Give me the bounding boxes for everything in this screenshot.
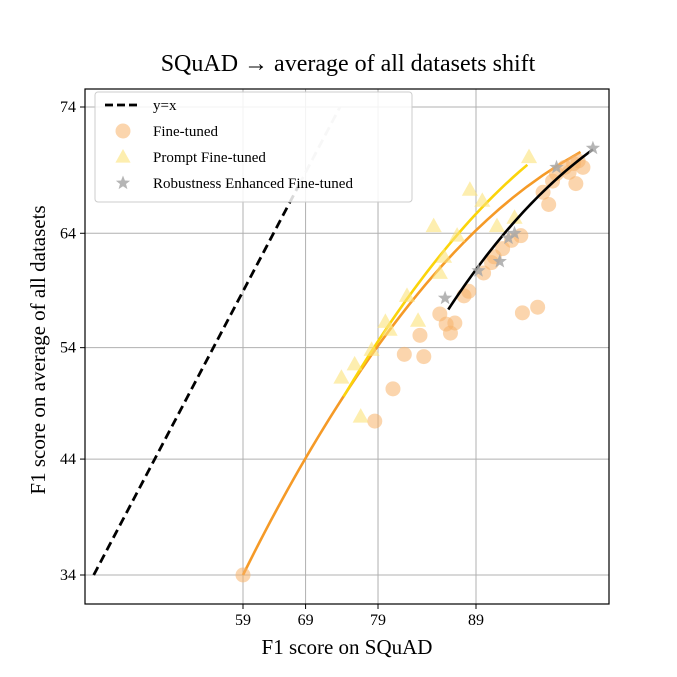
data-point-series-2	[549, 159, 564, 174]
data-point-series-1	[363, 341, 380, 356]
fit-line-series-2	[447, 148, 594, 311]
x-tick-label: 89	[468, 612, 484, 629]
data-point-series-0	[367, 413, 383, 429]
y-axis-label: F1 score on average of all datasets	[26, 205, 50, 494]
data-point-series-1	[488, 217, 506, 233]
data-point-series-2	[471, 263, 486, 277]
data-point-series-1	[449, 227, 466, 242]
data-point-series-1	[346, 355, 363, 371]
ticks: 59 69 79 89 34 44 54 64 74	[60, 99, 484, 629]
chart-title: SQuAD → average of all datasets shift	[161, 51, 536, 77]
data-point-series-0	[416, 349, 432, 365]
series-layer	[92, 106, 601, 583]
data-point-series-0	[461, 283, 477, 299]
legend: y=x Fine-tuned Prompt Fine-tuned Robustness…	[94, 91, 413, 203]
legend-swatch-marker	[115, 123, 131, 139]
y-tick-label: 64	[60, 225, 76, 242]
data-point-series-1	[431, 264, 448, 279]
data-point-series-0	[396, 346, 412, 362]
y-tick-label: 44	[60, 451, 76, 468]
data-point-series-2	[585, 140, 601, 155]
data-point-series-1	[435, 248, 453, 263]
series-1	[333, 148, 538, 423]
plot-frame	[84, 88, 610, 605]
data-point-series-2	[492, 253, 507, 268]
y-tick-label: 74	[60, 99, 76, 116]
legend-box	[94, 91, 413, 203]
data-point-series-1	[425, 217, 442, 233]
legend-entry-label: Prompt Fine-tuned	[153, 150, 266, 166]
series-0	[235, 150, 591, 583]
data-point-series-0	[447, 315, 463, 331]
fit-line-series-0	[241, 150, 582, 576]
data-point-series-1	[381, 321, 398, 336]
legend-entry-label: Robustness Enhanced Fine-tuned	[153, 176, 353, 192]
data-point-series-2	[507, 225, 522, 240]
data-point-series-0	[412, 327, 428, 343]
data-point-series-0	[385, 381, 401, 397]
data-point-series-1	[398, 287, 416, 302]
data-point-series-1	[506, 209, 523, 224]
data-point-series-0	[541, 196, 557, 212]
data-point-series-2	[501, 230, 516, 245]
data-point-series-0	[575, 159, 591, 175]
series-2	[437, 140, 601, 311]
legend-entry-label: Fine-tuned	[153, 124, 218, 140]
data-point-series-1	[520, 148, 538, 164]
data-point-series-2	[437, 290, 453, 305]
data-point-series-1	[474, 192, 491, 207]
x-tick-label: 79	[370, 612, 386, 629]
legend-entry-label: y=x	[153, 98, 177, 114]
data-point-series-0	[235, 567, 251, 583]
data-point-series-1	[333, 369, 350, 384]
x-tick-label: 59	[235, 612, 251, 629]
legend-swatch-marker	[115, 149, 131, 163]
data-point-series-0	[568, 176, 584, 192]
y-tick-label: 54	[60, 340, 76, 357]
legend-swatch-marker	[115, 175, 131, 190]
x-tick-label: 69	[298, 612, 314, 629]
x-axis-label: F1 score on SQuAD	[262, 635, 433, 659]
data-point-series-1	[461, 181, 478, 196]
reference-line-y-equals-x	[92, 184, 301, 576]
y-tick-label: 34	[60, 567, 76, 584]
data-point-series-1	[352, 408, 369, 423]
data-point-series-1	[409, 312, 427, 327]
data-point-series-0	[530, 299, 546, 315]
data-point-series-0	[514, 305, 530, 321]
